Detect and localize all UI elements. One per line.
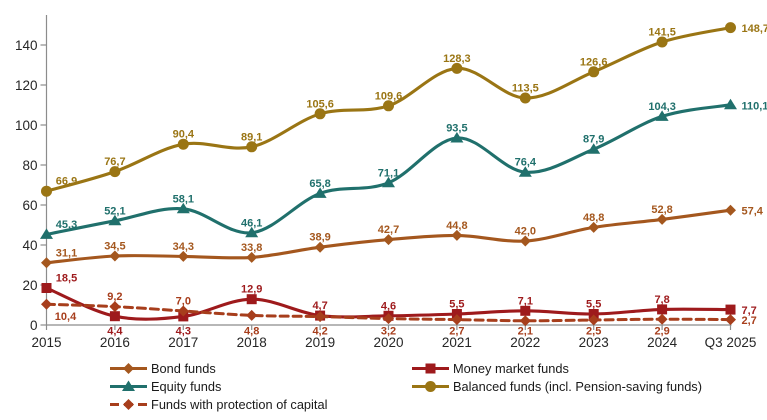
legend-item-bond: Bond funds — [110, 361, 216, 376]
equity-value-label: 71,1 — [378, 167, 399, 179]
balanced-value-label: 89,1 — [241, 131, 262, 143]
series-labels-bond: 31,1 34,5 34,3 33,8 38,9 42,7 44,8 42,0 48,8 52,8… — [56, 204, 764, 259]
money-value-label: 7,8 — [654, 294, 669, 306]
y-axis-tick-label: 120 — [15, 78, 38, 93]
balanced-value-label: 148,7 — [742, 23, 767, 35]
bond-value-label: 31,1 — [56, 247, 77, 259]
equity-value-label: 87,9 — [583, 134, 604, 146]
money-value-label: 7,1 — [518, 295, 533, 307]
money-legend-marker — [426, 364, 436, 374]
equity-value-label: 110,1 — [742, 100, 767, 112]
bond-value-label: 34,5 — [104, 241, 125, 253]
x-axis-tick-label: Q3 2025 — [705, 335, 757, 350]
legend: Bond funds Equity funds Funds with protect… — [110, 361, 702, 412]
protection-value-label: 2,9 — [654, 326, 669, 338]
balanced-value-label: 113,5 — [512, 83, 539, 95]
bond-value-label: 33,8 — [241, 242, 262, 254]
money-value-label: 4,6 — [381, 300, 396, 312]
legend-item-equity: Equity funds — [110, 379, 221, 394]
money-value-label: 5,5 — [449, 299, 464, 311]
protection-value-label: 9,2 — [107, 291, 122, 303]
y-axis-tick-label: 60 — [22, 198, 37, 213]
money-value-label: 12,9 — [241, 284, 262, 296]
y-axis-tick-label: 140 — [15, 38, 38, 53]
protection-value-label: 4,2 — [312, 326, 327, 338]
bond-marker-Q3 2025 — [725, 205, 736, 216]
bond-marker-2015 — [41, 257, 52, 268]
x-axis-tick-label: 2015 — [31, 335, 61, 350]
money-marker-2015 — [42, 283, 52, 293]
protection-marker-2015 — [41, 299, 52, 310]
bond-value-label: 34,3 — [173, 241, 194, 253]
balanced-value-label: 76,7 — [104, 156, 125, 168]
money-value-label: 4,3 — [176, 326, 191, 338]
balanced-legend-marker — [425, 381, 436, 392]
y-axis-tick-label: 80 — [22, 158, 37, 173]
protection-value-label: 2,5 — [586, 326, 601, 338]
protection-value-label: 3,2 — [381, 326, 396, 338]
protection-value-label: 2,7 — [449, 326, 464, 338]
equity-value-label: 45,3 — [56, 219, 77, 231]
protection-legend-label: Funds with protection of capital — [151, 397, 327, 412]
equity-value-label: 65,8 — [309, 178, 330, 190]
equity-value-label: 93,5 — [446, 123, 467, 135]
equity-value-label: 76,4 — [515, 157, 537, 169]
y-axis-tick-label: 20 — [22, 278, 37, 293]
money-marker-Q3 2025 — [726, 305, 736, 315]
y-axis-tick-label: 0 — [30, 318, 38, 333]
bond-value-label: 42,0 — [515, 226, 536, 238]
protection-value-label: 7,0 — [176, 296, 191, 308]
protection-marker-2018 — [246, 310, 257, 321]
protection-value-label: 10,4 — [55, 311, 77, 323]
balanced-marker-Q3 2025 — [725, 22, 736, 33]
legend-item-money: Money market funds — [412, 361, 569, 376]
money-value-label: 4,4 — [107, 326, 123, 338]
protection-value-label: 2,7 — [742, 315, 757, 327]
protection-value-label: 4,8 — [244, 326, 259, 338]
balanced-value-label: 66,9 — [56, 176, 77, 188]
balanced-value-label: 90,4 — [173, 129, 195, 141]
legend-item-balanced: Balanced funds (incl. Pension-saving fun… — [412, 379, 702, 394]
bond-value-label: 52,8 — [651, 204, 672, 216]
equity-value-label: 104,3 — [648, 101, 676, 113]
balanced-marker-2015 — [41, 186, 52, 197]
bond-value-label: 42,7 — [378, 224, 399, 236]
balanced-legend-label: Balanced funds (incl. Pension-saving fun… — [453, 379, 702, 394]
bond-value-label: 44,8 — [446, 220, 467, 232]
protection-value-label: 2,1 — [518, 326, 533, 338]
money-value-label: 4,7 — [312, 300, 327, 312]
protection-marker-2024 — [657, 314, 668, 325]
equity-value-label: 52,1 — [104, 205, 125, 217]
money-marker-2016 — [110, 311, 120, 321]
money-value-label: 18,5 — [56, 273, 77, 285]
balanced-value-label: 109,6 — [375, 90, 403, 102]
bond-value-label: 57,4 — [742, 206, 764, 218]
bond-value-label: 38,9 — [309, 232, 330, 244]
equity-value-label: 46,1 — [241, 217, 262, 229]
equity-legend-label: Equity funds — [151, 379, 221, 394]
protection-marker-Q3 2025 — [725, 314, 736, 325]
balanced-value-label: 128,3 — [443, 53, 471, 65]
bond-legend-label: Bond funds — [151, 361, 216, 376]
money-value-label: 5,5 — [586, 299, 601, 311]
bond-legend-marker — [123, 363, 134, 374]
legend-item-protection: Funds with protection of capital — [110, 397, 327, 412]
balanced-value-label: 141,5 — [648, 27, 676, 39]
equity-value-label: 58,1 — [173, 193, 194, 205]
y-axis-tick-label: 40 — [22, 238, 37, 253]
bond-value-label: 48,8 — [583, 212, 604, 224]
balanced-value-label: 105,6 — [306, 98, 334, 110]
y-axis-tick-label: 100 — [15, 118, 38, 133]
protection-legend-marker — [123, 399, 134, 410]
balanced-value-label: 126,6 — [580, 56, 608, 68]
money-legend-label: Money market funds — [453, 361, 569, 376]
